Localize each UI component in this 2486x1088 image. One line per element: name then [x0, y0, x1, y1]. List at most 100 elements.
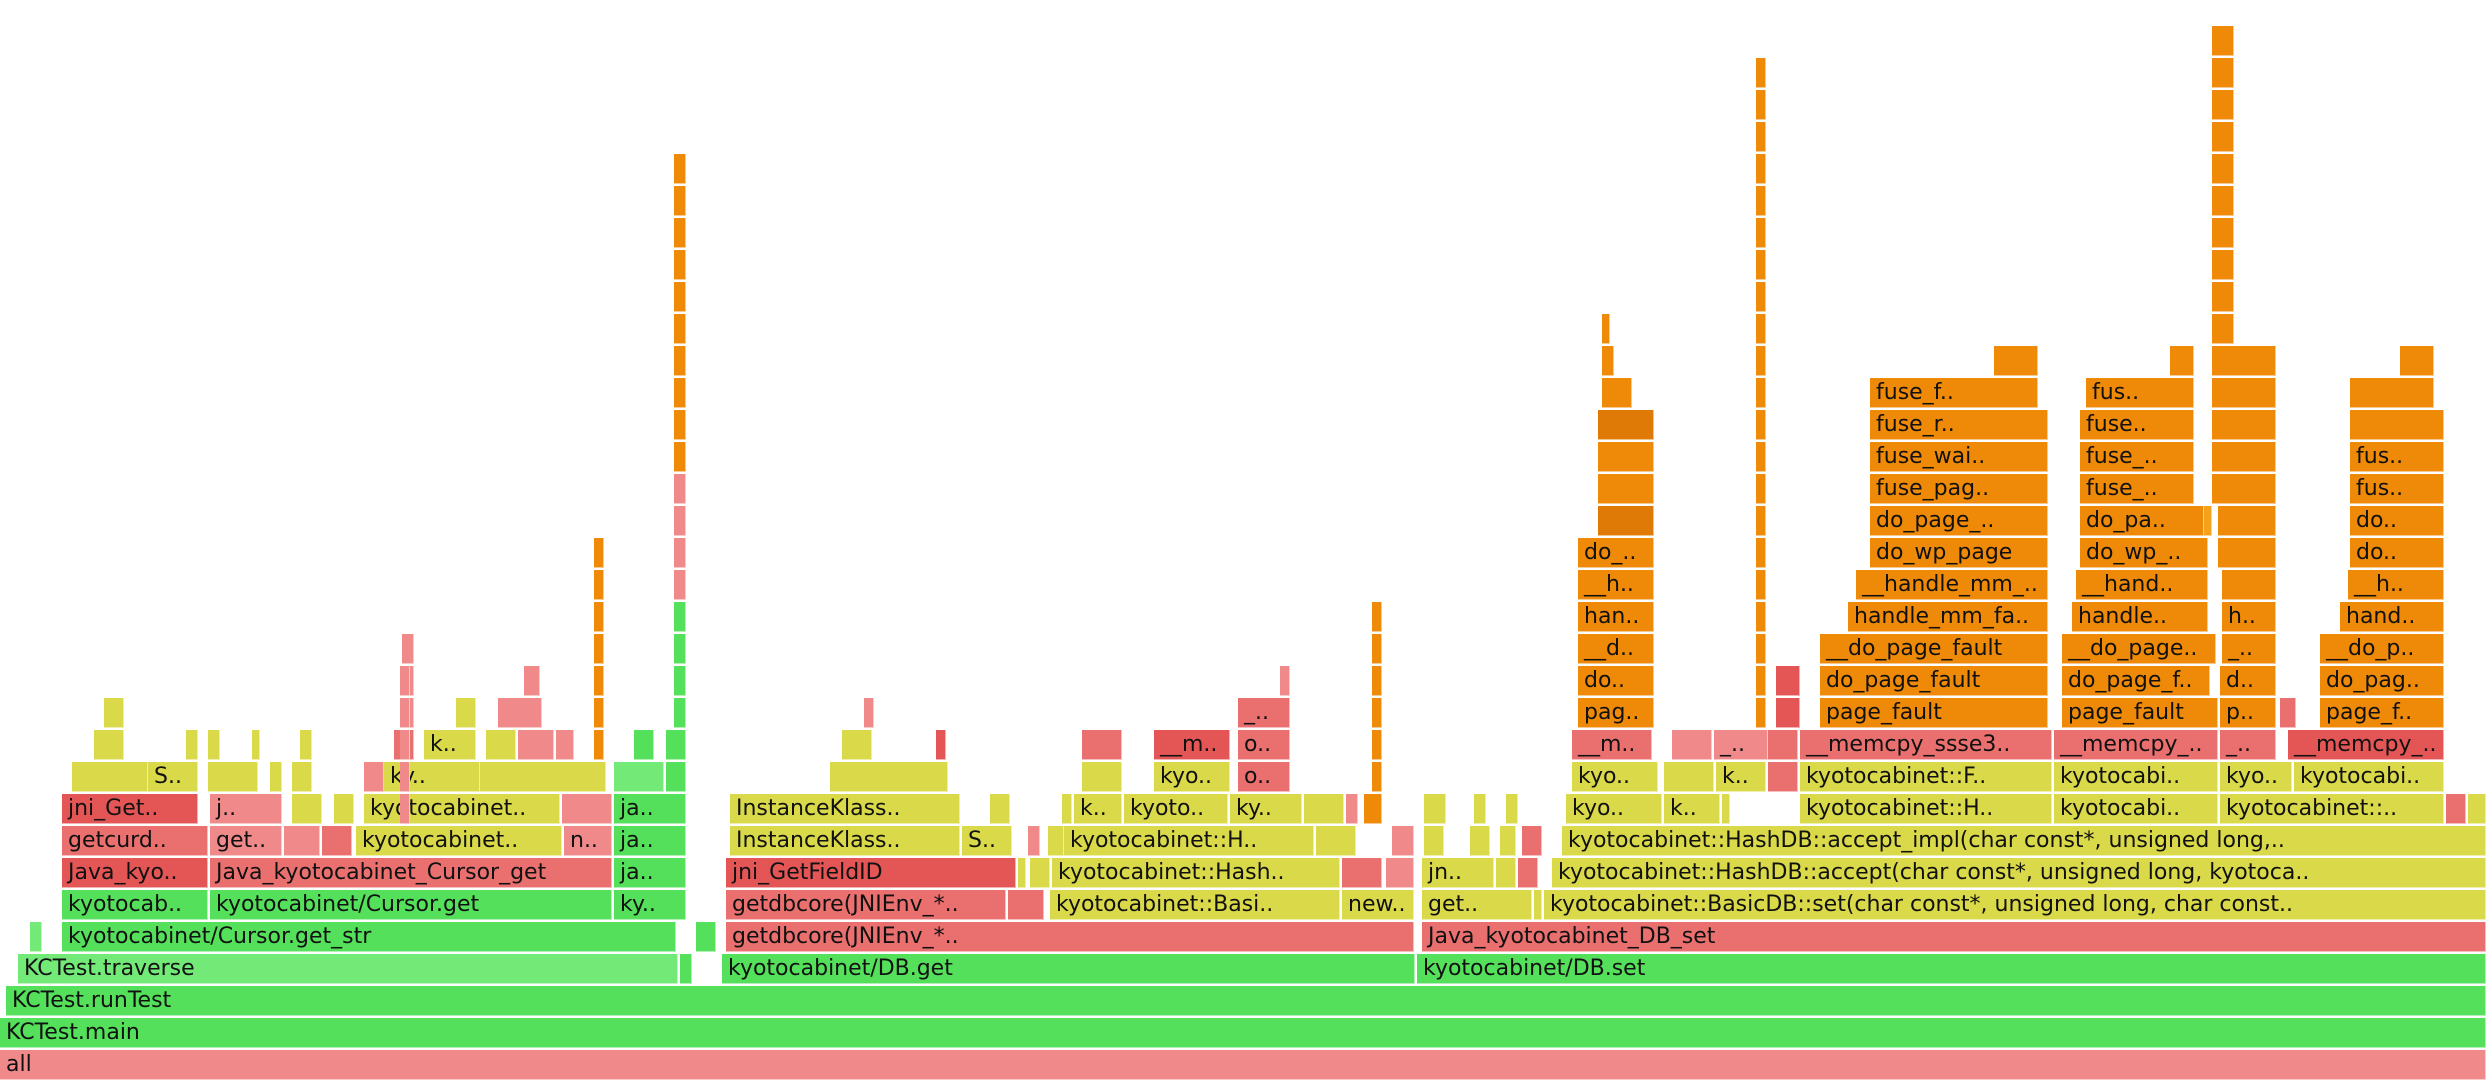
flame-frame[interactable]: [1768, 762, 1798, 792]
flame-frame[interactable]: kyotocabinet/DB.get: [722, 954, 1415, 984]
flame-frame[interactable]: [104, 698, 124, 728]
flame-frame[interactable]: page_fault: [1820, 698, 2048, 728]
flame-frame[interactable]: __m..: [1572, 730, 1652, 760]
flame-frame[interactable]: [270, 762, 282, 792]
flame-frame[interactable]: [30, 922, 42, 952]
flame-stack-frame[interactable]: [1756, 474, 1766, 504]
flame-frame[interactable]: [1598, 442, 1654, 472]
flame-stack-frame[interactable]: [2212, 250, 2234, 280]
flame-frame[interactable]: j..: [210, 794, 282, 824]
flame-stack-frame[interactable]: [674, 602, 686, 632]
flame-frame[interactable]: [1048, 826, 1064, 856]
flame-stack-frame[interactable]: [1372, 762, 1382, 792]
flame-frame[interactable]: k..: [1664, 794, 1720, 824]
flame-stack-frame[interactable]: [1372, 698, 1382, 728]
flame-frame[interactable]: do..: [2350, 538, 2444, 568]
flame-frame[interactable]: [864, 698, 874, 728]
flame-frame[interactable]: kyotocab..: [62, 890, 208, 920]
flame-stack-frame[interactable]: [1756, 282, 1766, 312]
flame-frame[interactable]: jni_GetFieldID: [726, 858, 1016, 888]
flame-stack-frame[interactable]: [674, 442, 686, 472]
flame-frame[interactable]: kyo..: [1566, 794, 1662, 824]
flame-frame[interactable]: [1602, 378, 1632, 408]
flame-stack-frame[interactable]: [1372, 634, 1382, 664]
flame-frame[interactable]: kyotocabinet..: [364, 794, 560, 824]
flame-frame[interactable]: kyotocabinet::HashDB::accept(char const*…: [1552, 858, 2486, 888]
flame-frame[interactable]: [842, 730, 872, 760]
flame-stack-frame[interactable]: [400, 698, 410, 728]
flame-frame[interactable]: [1346, 794, 1358, 824]
flame-frame[interactable]: do_pa..: [2080, 506, 2204, 536]
flame-frame[interactable]: kyoto..: [1124, 794, 1228, 824]
flame-stack-frame[interactable]: [1756, 218, 1766, 248]
flame-frame[interactable]: __memcpy_..: [2054, 730, 2218, 760]
flame-frame[interactable]: [1304, 794, 1344, 824]
flame-frame[interactable]: fus..: [2086, 378, 2194, 408]
flame-stack-frame[interactable]: [674, 218, 686, 248]
flame-frame[interactable]: [1722, 794, 1730, 824]
flame-frame[interactable]: [300, 730, 312, 760]
flame-frame[interactable]: ja..: [614, 826, 686, 856]
flame-frame[interactable]: hand..: [2340, 602, 2444, 632]
flame-frame[interactable]: [1028, 826, 1040, 856]
flame-stack-frame[interactable]: [674, 570, 686, 600]
flame-frame[interactable]: k..: [1716, 762, 1766, 792]
flame-stack-frame[interactable]: [674, 474, 686, 504]
flame-stack-frame[interactable]: [1756, 122, 1766, 152]
flame-frame[interactable]: Java_kyo..: [62, 858, 208, 888]
flame-frame[interactable]: [1280, 666, 1290, 696]
flame-stack-frame[interactable]: [1756, 506, 1766, 536]
flame-frame[interactable]: [634, 730, 654, 760]
flame-frame[interactable]: kyotocabinet::Basi..: [1050, 890, 1340, 920]
flame-stack-frame[interactable]: [674, 154, 686, 184]
flame-frame[interactable]: kyotocabinet/Cursor.get_str: [62, 922, 676, 952]
flame-frame[interactable]: [322, 826, 352, 856]
flame-frame[interactable]: get..: [1422, 890, 1532, 920]
flame-frame[interactable]: fuse..: [2080, 410, 2194, 440]
flame-frame[interactable]: [2468, 794, 2486, 824]
flame-frame[interactable]: [1474, 794, 1486, 824]
flame-stack-frame[interactable]: [400, 666, 410, 696]
flame-frame[interactable]: kyotocabinet::Hash..: [1052, 858, 1340, 888]
flame-frame[interactable]: fuse_pag..: [1870, 474, 2048, 504]
flame-stack-frame[interactable]: [674, 538, 686, 568]
flame-stack-frame[interactable]: [1756, 250, 1766, 280]
flame-stack-frame[interactable]: [674, 730, 686, 760]
flame-stack-frame[interactable]: [400, 762, 410, 792]
flame-frame[interactable]: [2446, 794, 2466, 824]
flame-frame[interactable]: kyotocabinet/DB.set: [1417, 954, 2486, 984]
flame-stack-frame[interactable]: [1756, 570, 1766, 600]
flame-frame[interactable]: kyo..: [2220, 762, 2292, 792]
flame-frame[interactable]: k..: [1074, 794, 1122, 824]
flame-stack-frame[interactable]: [1756, 346, 1766, 376]
flame-stack-frame[interactable]: [674, 634, 686, 664]
flame-frame[interactable]: [1598, 506, 1654, 536]
flame-frame[interactable]: jni_Get..: [62, 794, 198, 824]
flame-frame[interactable]: [1768, 730, 1798, 760]
flame-stack-frame[interactable]: [1756, 58, 1766, 88]
flame-stack-frame[interactable]: [400, 794, 410, 824]
flame-stack-frame[interactable]: [674, 378, 686, 408]
flame-frame[interactable]: getdbcore(JNIEnv_*..: [726, 890, 1006, 920]
flame-frame[interactable]: all: [0, 1050, 2486, 1080]
flame-stack-frame[interactable]: [674, 314, 686, 344]
flame-frame[interactable]: kyo..: [1572, 762, 1658, 792]
flame-frame[interactable]: [1664, 762, 1714, 792]
flame-frame[interactable]: [1082, 730, 1122, 760]
flame-frame[interactable]: [1994, 346, 2038, 376]
flame-frame[interactable]: InstanceKlass..: [730, 826, 960, 856]
flame-stack-frame[interactable]: [2212, 282, 2234, 312]
flame-frame[interactable]: KCTest.traverse: [18, 954, 678, 984]
flame-frame[interactable]: [94, 730, 124, 760]
flame-frame[interactable]: get..: [210, 826, 282, 856]
flame-stack-frame[interactable]: [674, 282, 686, 312]
flame-frame[interactable]: [1776, 666, 1800, 696]
flame-frame[interactable]: __hand..: [2076, 570, 2208, 600]
flame-stack-frame[interactable]: [1756, 186, 1766, 216]
flame-stack-frame[interactable]: [1372, 602, 1382, 632]
flame-frame[interactable]: __handle_mm_..: [1856, 570, 2048, 600]
flame-stack-frame[interactable]: [674, 506, 686, 536]
flame-stack-frame[interactable]: [1756, 378, 1766, 408]
flame-frame[interactable]: pag..: [1578, 698, 1654, 728]
flame-stack-frame[interactable]: [1756, 666, 1766, 696]
